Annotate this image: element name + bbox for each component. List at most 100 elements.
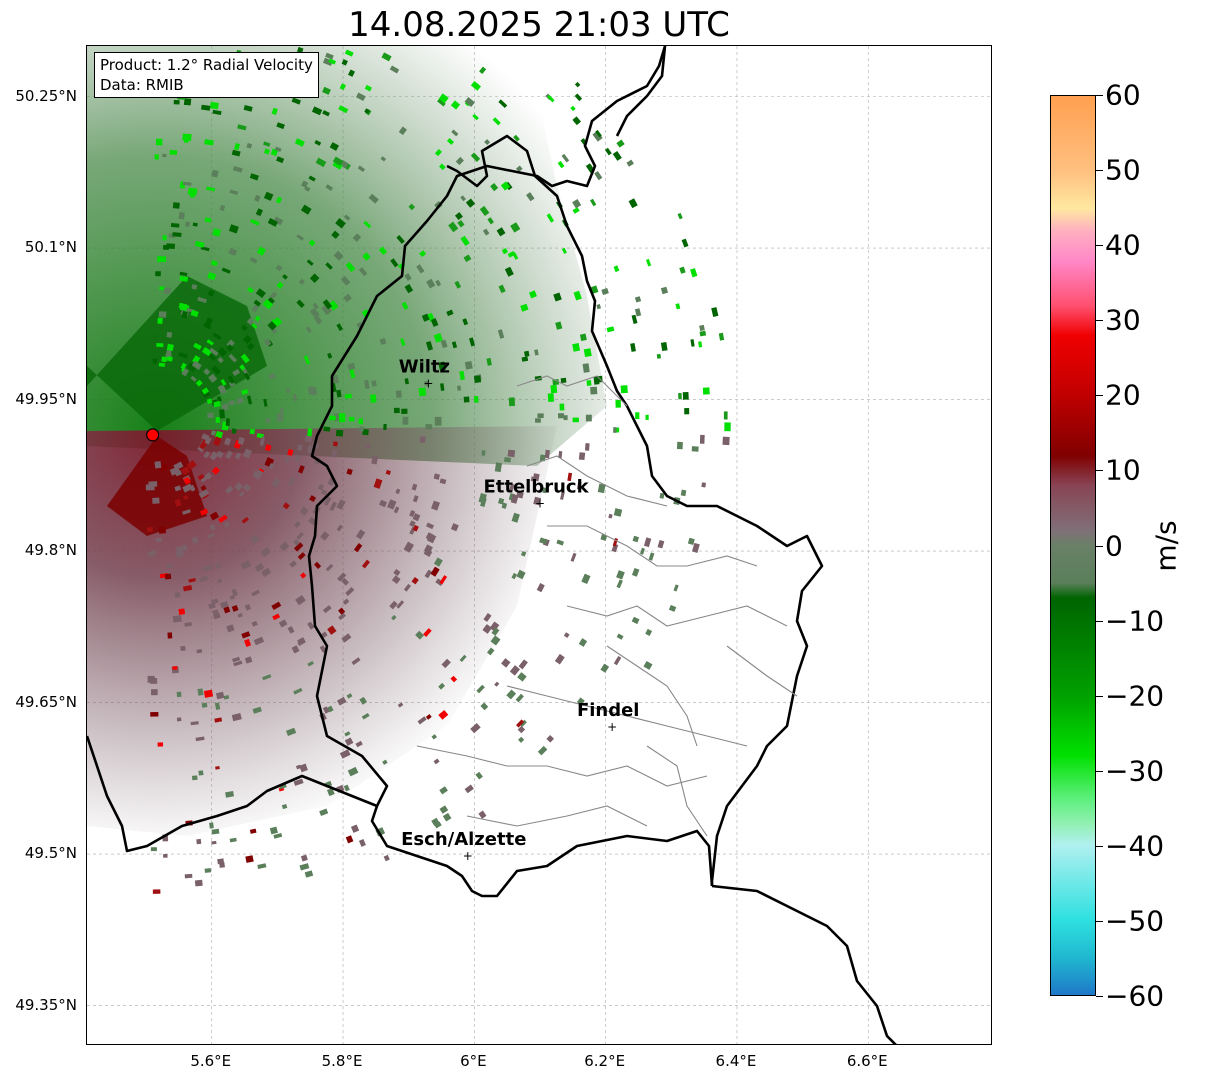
echo-pixel [470,152,481,162]
echo-pixel [585,443,590,451]
echo-pixel [263,398,268,407]
echo-pixel [341,59,348,66]
echo-pixel [216,396,222,402]
echo-pixel [284,456,290,464]
echo-pixel [479,66,487,75]
echo-pixel [296,234,305,241]
echo-pixel [226,344,234,352]
echo-pixel [200,485,207,492]
echo-pixel [209,822,214,829]
echo-pixel [613,265,620,273]
echo-pixel [211,466,220,475]
echo-pixel [181,368,189,377]
echo-pixel [186,362,197,372]
echo-pixel [546,735,554,743]
radar-site-marker[interactable] [146,428,160,442]
echo-pixel [415,630,424,640]
echo-pixel [176,717,182,722]
echo-pixel [166,343,174,351]
echo-pixel [341,577,349,586]
colorbar-tick-mark [1096,996,1103,997]
echo-pixel [681,238,689,248]
echo-pixel [147,527,153,532]
city-marker-icon: + [607,720,617,734]
echo-pixel [156,343,164,348]
echo-pixel [340,275,351,286]
echo-pixel [262,674,272,681]
echo-pixel [295,764,302,770]
echo-pixel [240,559,252,570]
radar-map[interactable]: + Wiltz + Ettelbruck + Findel + Esch/Alzette [86,45,992,1045]
echo-pixel [194,240,205,248]
echo-pixel [529,290,537,299]
echo-pixel [268,462,275,470]
echo-pixel [520,303,529,312]
echo-pixel [292,393,298,402]
longitude-tick-label: 5.8°E [321,1052,363,1070]
echo-pixel [286,388,291,394]
echo-pixel [214,562,222,570]
echo-pixel [189,484,196,492]
echo-pixel [192,222,198,227]
echo-pixel [183,98,192,106]
echo-pixel [158,526,166,534]
echo-pixel [412,495,419,503]
echo-pixel [364,443,371,449]
echo-pixel [325,52,334,60]
echo-pixel [279,541,290,552]
echo-pixel [433,473,441,480]
echo-pixel [215,691,225,700]
echo-pixel [307,621,315,630]
echo-pixel [204,868,212,873]
echo-pixel [464,97,475,108]
echo-pixel [344,393,353,399]
echo-pixel [439,786,448,795]
echo-pixel [438,709,449,720]
echo-pixel [172,202,180,209]
echo-pixel [403,583,411,592]
echo-pixel [439,163,446,171]
echo-pixel [425,341,434,351]
echo-pixel [242,334,252,344]
echo-pixel [293,542,304,552]
echo-pixel [281,803,288,810]
longitude-tick-label: 6.2°E [584,1052,626,1070]
echo-pixel [229,189,239,195]
echo-pixel [260,547,271,557]
echo-pixel [298,278,305,285]
echo-pixel [304,870,314,878]
echo-pixel [335,429,344,437]
echo-pixel [204,436,212,445]
echo-pixel [401,301,409,310]
echo-pixel [206,186,216,192]
echo-pixel [401,408,408,414]
colorbar-tick-mark [1096,770,1103,772]
echo-pixel [267,321,277,331]
echo-pixel [608,513,613,519]
echo-pixel [300,854,308,862]
echo-pixel [209,523,216,531]
echo-pixel [515,693,524,703]
echo-pixel [271,601,282,611]
echo-pixel [196,649,203,654]
echo-pixel [382,759,388,765]
echo-pixel [578,452,586,461]
echo-pixel [234,482,244,492]
echo-pixel [570,552,577,562]
echo-pixel [204,139,214,146]
echo-pixel [322,86,331,95]
echo-pixel [163,287,172,295]
echo-pixel [294,454,302,463]
echo-pixel [698,341,703,348]
echo-pixel [211,840,217,845]
echo-pixel [438,361,446,371]
echo-pixel [201,104,211,111]
echo-pixel [217,578,223,584]
echo-pixel [178,302,188,310]
echo-pixel [537,413,544,418]
echo-pixel [228,224,239,234]
echo-pixel [152,497,160,504]
echo-pixel [245,855,254,863]
echo-pixel [574,81,581,88]
echo-pixel [615,399,621,408]
